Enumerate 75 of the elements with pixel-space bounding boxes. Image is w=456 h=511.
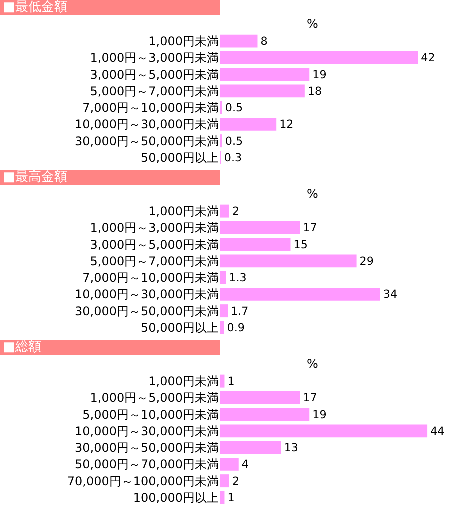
y-tick-label: 7,000円～10,000円未満 <box>82 101 219 116</box>
data-label: 2 <box>232 205 240 218</box>
y-tick-label: 1,000円～3,000円未満 <box>90 221 219 236</box>
bar <box>220 491 225 504</box>
y-tick-label: 1,000円未満 <box>148 204 219 219</box>
text: ■最低金額 <box>0 0 220 15</box>
y-tick-label: 10,000円～30,000円未満 <box>75 424 219 438</box>
data-label: 19 <box>312 68 327 82</box>
data-label: 34 <box>383 288 398 302</box>
bar <box>220 34 258 48</box>
data-label: 1.7 <box>231 304 249 318</box>
data-label: 1 <box>228 491 235 504</box>
y-tick-label: 50,000円以上 <box>141 150 219 165</box>
y-tick-label: 100,000円以上 <box>133 490 219 505</box>
data-label: 8 <box>260 35 268 48</box>
bar <box>220 68 310 82</box>
text: % <box>307 17 318 31</box>
bar <box>220 118 277 131</box>
y-tick-label: 50,000円以上 <box>141 320 219 335</box>
data-label: 19 <box>312 408 327 422</box>
data-label: 15 <box>294 238 308 252</box>
bar <box>220 424 428 438</box>
bar <box>220 288 380 301</box>
bar <box>220 441 282 454</box>
text: ■最高金額 <box>0 170 220 185</box>
y-tick-label: 50,000円～70,000円未満 <box>75 458 219 472</box>
y-tick-label: 3,000円～5,000円未満 <box>90 68 219 82</box>
bar <box>220 254 357 268</box>
data-label: 1 <box>228 375 235 388</box>
data-label: 4 <box>242 458 249 472</box>
bar <box>220 51 418 64</box>
data-label: 0.9 <box>227 321 245 334</box>
y-tick-label: 30,000円～50,000円未満 <box>75 134 219 148</box>
y-tick-label: 5,000円～10,000円未満 <box>82 408 219 422</box>
y-tick-label: 30,000円～50,000円未満 <box>75 441 219 456</box>
y-tick-label: 30,000円～50,000円未満 <box>75 304 219 318</box>
data-label: 1.3 <box>229 272 247 285</box>
bar <box>220 474 230 488</box>
bar <box>220 204 230 218</box>
y-tick-label: 5,000円～7,000円未満 <box>90 254 219 268</box>
data-label: 0.3 <box>224 151 242 164</box>
y-tick-label: 10,000円～30,000円未満 <box>75 288 219 302</box>
data-label: 42 <box>421 52 436 65</box>
y-tick-label: 7,000円～10,000円未満 <box>82 271 219 286</box>
data-label: 17 <box>303 222 318 235</box>
y-tick-label: 5,000円～7,000円未満 <box>90 84 219 98</box>
y-tick-label: 1,000円～5,000円未満 <box>90 391 219 406</box>
bar <box>220 221 300 234</box>
bar <box>220 271 226 284</box>
y-tick-label: 1,000円未満 <box>148 374 219 389</box>
data-label: 13 <box>284 442 298 455</box>
bar <box>220 238 291 252</box>
text: % <box>307 187 318 201</box>
y-tick-label: 10,000円～30,000円未満 <box>75 118 219 132</box>
data-label: 0.5 <box>225 134 244 148</box>
data-label: 12 <box>280 118 294 132</box>
bar <box>220 84 305 98</box>
data-label: 2 <box>232 474 240 488</box>
bar <box>220 408 310 422</box>
text: ■総額 <box>0 340 220 355</box>
bar <box>220 391 300 404</box>
y-tick-label: 3,000円～5,000円未満 <box>90 238 219 252</box>
y-tick-label: 1,000円未満 <box>148 34 219 49</box>
y-tick-label: 70,000円～100,000円未満 <box>67 474 219 488</box>
data-label: 44 <box>430 424 445 438</box>
text: % <box>307 357 318 371</box>
y-tick-label: 1,000円～3,000円未満 <box>90 51 219 66</box>
bar <box>220 321 224 334</box>
data-label: 18 <box>308 84 322 98</box>
data-label: 17 <box>303 392 318 405</box>
data-label: 0.5 <box>225 102 244 115</box>
bar <box>220 304 228 318</box>
data-label: 29 <box>360 254 374 268</box>
bar <box>220 374 225 388</box>
bar <box>220 458 239 471</box>
